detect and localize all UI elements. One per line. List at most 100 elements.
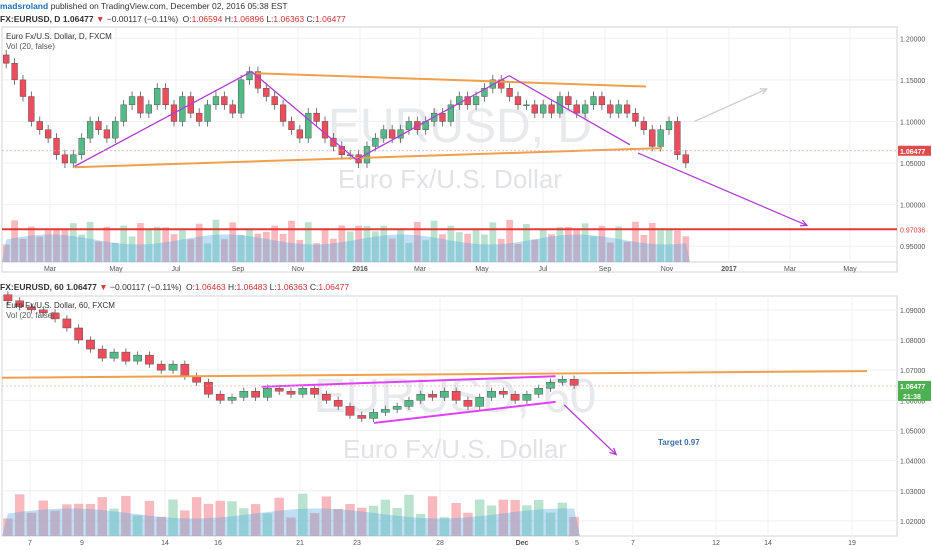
volume-bar <box>481 234 488 262</box>
volume-bar <box>397 228 404 262</box>
candle-body <box>109 351 119 359</box>
volume-bar <box>330 238 337 262</box>
candle-body <box>310 388 319 395</box>
arrow-head <box>609 447 618 456</box>
hourly-chart-panel[interactable]: EURUSD, 60 Euro Fx/U.S. Dollar 1.090001.… <box>1 291 931 547</box>
volume-bar <box>531 239 539 262</box>
volume-bar <box>548 234 555 262</box>
candle-body <box>548 104 555 114</box>
bottom-c-label: C: <box>309 282 319 292</box>
candle-body <box>162 88 169 106</box>
candle-body <box>522 394 532 401</box>
candle-body <box>239 391 249 398</box>
candle-body <box>322 394 331 401</box>
author-link[interactable]: madsroland <box>0 1 49 11</box>
wave-path <box>74 70 631 167</box>
price-tick-label: 1.05000 <box>900 428 925 435</box>
top-price: 1.06477 <box>62 14 94 24</box>
candle-body <box>313 112 320 122</box>
current-price-label: 1.06477 <box>900 384 925 391</box>
volume-bar <box>439 234 446 262</box>
candle-body <box>510 394 520 401</box>
candle-body <box>381 409 390 413</box>
volume-bar <box>11 220 18 262</box>
daily-price-axis[interactable]: 1.20000 1.15000 1.10000 1.05000 1.00000 0.950… <box>898 36 931 251</box>
candle-body <box>372 137 379 147</box>
volume-bar <box>522 505 532 536</box>
current-price-badge <box>898 145 931 156</box>
current-price-badge <box>898 380 931 391</box>
candle-body <box>296 129 303 139</box>
volume-bar <box>109 508 119 536</box>
volume-bar <box>682 236 690 262</box>
volume-bar <box>187 239 195 262</box>
volume-bar <box>250 504 261 536</box>
volume-bar <box>85 503 96 536</box>
volume-bar <box>156 516 166 536</box>
volume-bar <box>120 225 128 262</box>
top-quote-line: FX:EURUSD, D 1.06477 ▼ −0.00117 (−0.11%)… <box>0 13 932 26</box>
candle-body <box>615 104 622 114</box>
candle-body <box>19 79 27 97</box>
trend-line <box>1 370 868 379</box>
candle-body <box>531 104 538 114</box>
volume-bar <box>28 226 35 262</box>
candle-body <box>369 412 378 419</box>
volume-bar <box>674 230 681 262</box>
volume-bar <box>61 229 69 262</box>
volume-bar <box>2 244 10 262</box>
hourly-volume-indicator-label[interactable]: Vol (20, false) <box>6 311 55 320</box>
time-tick-label: Mar <box>784 266 797 273</box>
time-tick-label: Mar <box>44 266 57 273</box>
daily-watermark-symbol: EURUSD, D <box>328 100 592 153</box>
volume-bar <box>168 499 178 536</box>
volume-bar <box>363 225 371 262</box>
time-tick-label: 9 <box>80 540 84 547</box>
daily-volume-indicator-label[interactable]: Vol (20, false) <box>6 42 55 51</box>
volume-bar <box>191 497 202 536</box>
candle-body <box>263 88 270 97</box>
candle-body <box>456 96 463 106</box>
bottom-low: 1.06363 <box>276 282 308 292</box>
publish-line: madsroland published on TradingView.com,… <box>0 0 932 13</box>
candle-body <box>11 63 18 81</box>
daily-chart-panel[interactable]: EURUSD, D Euro Fx/U.S. Dollar 1.20000 1.1… <box>1 26 931 273</box>
volume-bar <box>416 513 426 536</box>
candle-body <box>74 327 84 341</box>
price-tick-label: 1.06000 <box>900 398 925 405</box>
time-tick-label: Mar <box>414 266 427 273</box>
candle-body <box>86 339 95 350</box>
volume-bar <box>321 496 332 536</box>
volume-bar <box>598 225 606 262</box>
volume-bar <box>557 502 568 536</box>
candle-body <box>475 397 485 407</box>
volume-bar <box>286 517 296 536</box>
daily-annotations <box>2 70 897 231</box>
candle-body <box>27 306 36 311</box>
candle-body <box>145 354 154 365</box>
volume-bar <box>632 221 639 262</box>
time-tick-label: 5 <box>575 540 579 547</box>
arrow-line <box>694 88 768 123</box>
volume-bar <box>274 497 284 536</box>
volume-bar <box>497 238 505 262</box>
volume-bar <box>623 241 631 262</box>
volume-bar <box>304 222 312 262</box>
bottom-symbol: FX:EURUSD, 60 <box>0 282 64 292</box>
bottom-o-label: O: <box>185 282 195 292</box>
bottom-high: 1.06483 <box>236 282 268 292</box>
hourly-time-axis[interactable]: 7 9 14 16 21 23 28 Dec 5 7 12 14 19 <box>28 540 856 547</box>
candle-body <box>229 104 236 114</box>
candle-body <box>333 400 343 407</box>
hourly-price-axis[interactable]: 1.09000 1.08000 1.07000 1.06000 1.05000 1.040… <box>898 308 931 526</box>
daily-time-axis[interactable]: Mar May Jul Sep Nov 2016 Mar May Jul Sep Nov 2017 Ma… <box>44 266 857 273</box>
candle-body <box>569 379 579 386</box>
candle-body <box>36 121 43 130</box>
volume-bar <box>321 229 329 262</box>
price-tick-label: 1.07000 <box>900 368 925 375</box>
volume-bar <box>514 243 522 262</box>
candle-body <box>440 391 449 398</box>
candle-body <box>62 318 72 329</box>
candle-body <box>168 363 178 371</box>
